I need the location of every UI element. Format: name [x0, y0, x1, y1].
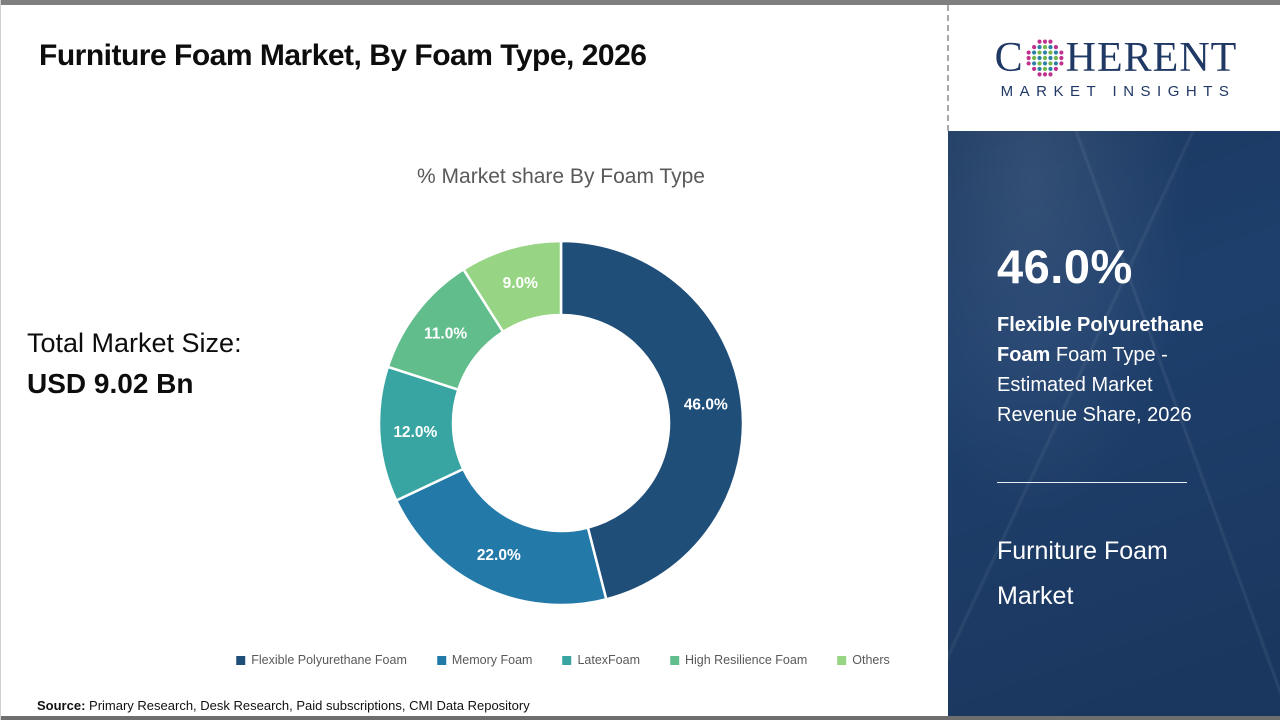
globe-dot — [1042, 71, 1047, 76]
globe-dot — [1058, 49, 1064, 55]
panel-divider-line — [997, 482, 1187, 483]
globe-dot — [1053, 60, 1058, 66]
logo-subtitle: MARKET INSIGHTS — [1000, 82, 1236, 100]
globe-dot — [1031, 60, 1036, 66]
legend-label: Memory Foam — [451, 653, 533, 667]
globe-dot — [1048, 55, 1053, 60]
logo-wordmark: C HERENT — [995, 37, 1238, 79]
globe-dot — [1042, 60, 1047, 66]
globe-dot — [1037, 39, 1042, 44]
globe-dot — [1042, 49, 1047, 55]
globe-dot — [1037, 60, 1042, 66]
globe-dot — [1042, 66, 1047, 71]
globe-dot — [1031, 49, 1036, 55]
globe-dot — [1037, 66, 1042, 71]
panel-report-title: Furniture Foam Market — [997, 537, 1168, 610]
legend-item: High Resilience Foam — [669, 653, 808, 667]
globe-dot — [1048, 66, 1053, 71]
legend-label: High Resilience Foam — [684, 653, 808, 667]
globe-dot — [1026, 55, 1031, 60]
globe-dot — [1053, 55, 1058, 60]
globe-dot — [1037, 49, 1042, 55]
globe-dot — [1048, 49, 1053, 55]
donut-segment-2 — [395, 467, 608, 607]
dashed-separator — [947, 5, 949, 131]
globe-dot — [1037, 71, 1042, 76]
chart-legend: Flexible Polyurethane Foam Memory Foam Lat… — [236, 653, 890, 667]
legend-marker-icon — [562, 655, 572, 665]
legend-item: Memory Foam — [436, 653, 533, 667]
highlight-description-rest: Foam Type - Estimated Market Revenue Sha… — [997, 344, 1192, 426]
globe-dot — [1058, 60, 1064, 66]
legend-marker-icon — [669, 655, 679, 665]
highlight-panel: 46.0% Flexible Polyurethane Foam Foam Ty… — [948, 131, 1280, 716]
legend-marker-icon — [236, 655, 246, 665]
globe-dot — [1048, 71, 1053, 76]
source-text: Primary Research, Desk Research, Paid su… — [85, 698, 530, 713]
donut-segment-label: 22.0% — [477, 547, 521, 564]
top-divider-bar — [1, 0, 1280, 5]
globe-dot — [1031, 66, 1036, 71]
legend-marker-icon — [837, 655, 847, 665]
globe-dot — [1031, 55, 1036, 60]
legend-label: LatexFoam — [577, 653, 640, 667]
donut-segment-label: 9.0% — [503, 275, 539, 292]
highlight-percentage: 46.0% — [997, 240, 1133, 293]
donut-chart: 46.0% 22.0% 12.0% 11.0% 9.0% — [376, 238, 746, 608]
donut-segment-1 — [559, 239, 745, 601]
legend-item: LatexFoam — [562, 653, 640, 667]
legend-label: Flexible Polyurethane Foam — [251, 653, 407, 667]
chart-title: % Market share By Foam Type — [417, 165, 705, 188]
legend-item: Flexible Polyurethane Foam — [236, 653, 407, 667]
globe-dot — [1048, 39, 1053, 44]
legend-label: Others — [852, 653, 890, 667]
globe-dot — [1058, 55, 1064, 60]
chart-area: Furniture Foam Market, By Foam Type, 202… — [1, 5, 948, 716]
globe-dot — [1042, 55, 1047, 60]
donut-segment-label: 12.0% — [393, 424, 437, 441]
highlight-segment-name: Flexible Polyurethane Foam — [997, 314, 1204, 366]
globe-dot — [1048, 60, 1053, 66]
globe-dot — [1042, 44, 1047, 49]
donut-segment-5 — [462, 239, 563, 334]
globe-dot — [1026, 60, 1031, 66]
globe-dot — [1042, 39, 1047, 44]
total-market-value: USD 9.02 Bn — [27, 368, 194, 399]
legend-item: Others — [837, 653, 890, 667]
donut-segment-label: 11.0% — [424, 326, 467, 343]
logo-globe-icon — [1026, 39, 1064, 76]
logo-letter-c: C — [994, 34, 1024, 81]
globe-dot — [1026, 49, 1031, 55]
globe-dot — [1037, 55, 1042, 60]
logo-letters-herent: HERENT — [1065, 34, 1238, 81]
globe-dot — [1031, 44, 1036, 49]
brand-logo: C HERENT MARKET INSIGHTS — [951, 5, 1280, 131]
panel-content: 46.0% Flexible Polyurethane Foam Foam Ty… — [948, 131, 1280, 619]
bottom-divider-bar — [1, 716, 1280, 720]
source-label: Source: — [37, 698, 86, 713]
total-market-label: Total Market Size: — [27, 328, 242, 358]
globe-dot — [1053, 49, 1058, 55]
donut-chart-svg: 46.0% 22.0% 12.0% 11.0% 9.0% — [377, 239, 745, 607]
globe-dot — [1048, 44, 1053, 49]
total-market-size: Total Market Size: USD 9.02 Bn — [27, 328, 242, 400]
globe-dot — [1053, 44, 1058, 49]
highlight-description: Flexible Polyurethane Foam Foam Type - E… — [997, 310, 1227, 430]
page-title: Furniture Foam Market, By Foam Type, 202… — [39, 39, 647, 72]
legend-marker-icon — [436, 655, 446, 665]
donut-segment-label: 46.0% — [684, 397, 728, 414]
source-note: Source: Primary Research, Desk Research,… — [37, 698, 530, 713]
globe-dot — [1053, 66, 1058, 71]
globe-dot — [1037, 44, 1042, 49]
